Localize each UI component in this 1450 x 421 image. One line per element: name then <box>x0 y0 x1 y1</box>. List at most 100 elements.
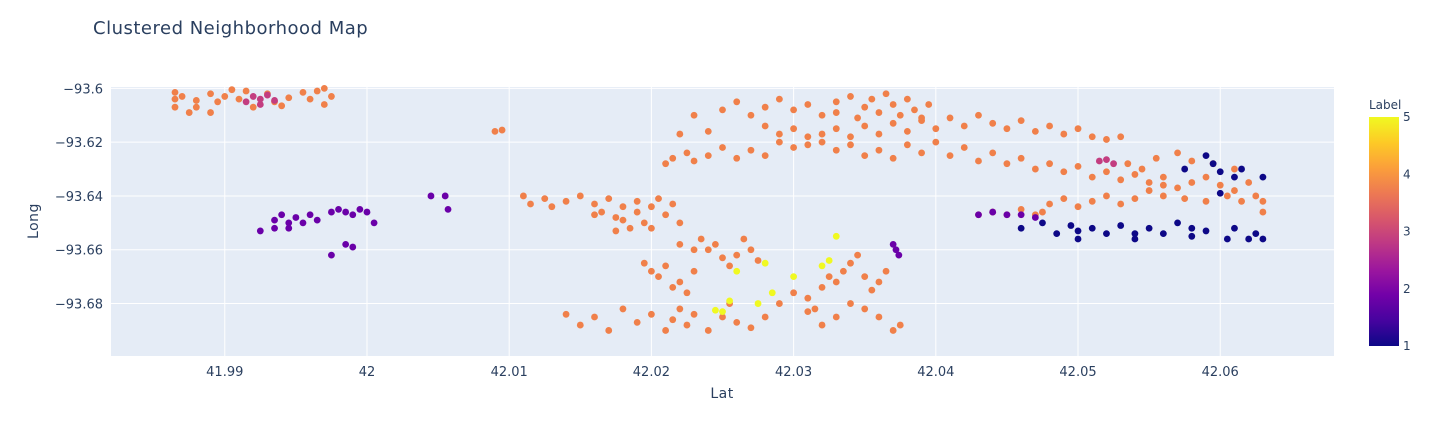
data-point-label-4 <box>647 224 655 232</box>
data-point-label-4 <box>207 109 214 116</box>
data-point-label-4 <box>655 273 662 281</box>
data-point-label-4 <box>733 251 741 259</box>
data-point-label-4 <box>192 97 200 104</box>
data-point-label-4 <box>676 130 684 138</box>
data-point-label-4 <box>1060 130 1068 138</box>
data-point-label-5 <box>754 300 762 307</box>
data-point-label-4 <box>1131 195 1139 203</box>
data-point-label-4 <box>790 125 798 133</box>
data-point-label-4 <box>754 257 762 264</box>
data-point-label-4 <box>747 111 755 119</box>
data-point-label-4 <box>1181 195 1189 203</box>
data-point-label-2 <box>271 224 278 232</box>
data-point-label-4 <box>1103 168 1110 176</box>
data-point-label-4 <box>1145 187 1153 194</box>
data-point-label-4 <box>1152 154 1160 162</box>
data-point-label-4 <box>612 227 620 235</box>
data-point-label-4 <box>647 310 655 318</box>
data-point-label-4 <box>548 203 556 211</box>
data-point-label-5 <box>825 257 833 264</box>
data-point-label-4 <box>1245 179 1253 186</box>
data-point-label-4 <box>1202 173 1210 181</box>
data-point-label-4 <box>171 95 179 103</box>
data-point-label-4 <box>1138 165 1146 173</box>
data-point-label-4 <box>918 114 925 122</box>
data-point-label-4 <box>1074 203 1082 211</box>
data-point-label-4 <box>832 313 840 321</box>
data-point-label-1 <box>1202 152 1210 159</box>
data-point-label-4 <box>647 203 655 211</box>
data-point-label-4 <box>662 327 670 334</box>
data-point-label-4 <box>1259 208 1267 216</box>
data-point-label-4 <box>683 149 691 157</box>
data-point-label-4 <box>775 130 783 138</box>
data-point-label-4 <box>761 313 769 321</box>
data-point-label-4 <box>541 195 549 203</box>
data-point-label-4 <box>875 278 883 286</box>
data-point-label-4 <box>576 192 584 200</box>
data-point-label-4 <box>605 195 613 203</box>
data-point-label-4 <box>647 267 655 275</box>
data-point-label-5 <box>711 306 719 314</box>
data-point-label-4 <box>960 122 968 130</box>
data-point-label-4 <box>896 111 904 119</box>
y-tick-label: −93.64 <box>55 190 103 205</box>
data-point-label-1 <box>1088 224 1096 232</box>
data-point-label-4 <box>669 200 677 208</box>
data-point-label-4 <box>868 286 876 294</box>
data-point-label-2 <box>335 205 342 213</box>
data-point-label-4 <box>719 254 726 262</box>
data-point-label-4 <box>711 240 719 248</box>
data-point-label-4 <box>847 93 854 100</box>
data-point-label-1 <box>1117 222 1125 229</box>
data-point-label-4 <box>832 278 840 286</box>
data-point-label-4 <box>690 246 698 254</box>
data-point-label-4 <box>1074 162 1082 170</box>
data-point-label-4 <box>918 149 925 157</box>
colorbar-title: Label <box>1369 98 1401 112</box>
data-point-label-4 <box>960 144 968 151</box>
data-point-label-2 <box>1031 214 1039 221</box>
data-point-label-4 <box>1088 197 1096 205</box>
data-point-label-4 <box>249 103 257 111</box>
data-point-label-2 <box>328 251 335 259</box>
data-point-label-4 <box>911 106 918 114</box>
x-axis-title: Lat <box>710 386 733 402</box>
data-point-label-4 <box>1231 165 1238 173</box>
data-point-label-4 <box>811 305 819 313</box>
data-point-label-4 <box>761 103 769 111</box>
data-point-label-4 <box>1252 192 1260 200</box>
data-point-label-4 <box>903 127 911 135</box>
colorbar-tick-label: 5 <box>1403 110 1411 124</box>
data-point-label-5 <box>726 297 734 305</box>
data-point-label-4 <box>185 109 193 116</box>
data-point-label-4 <box>1017 205 1025 213</box>
data-point-label-4 <box>818 111 826 119</box>
data-point-label-4 <box>854 114 861 122</box>
data-point-label-4 <box>1174 184 1181 192</box>
data-point-label-4 <box>1145 179 1153 186</box>
data-point-label-1 <box>1209 160 1217 168</box>
data-point-label-4 <box>498 126 506 134</box>
data-point-label-5 <box>768 289 776 297</box>
data-point-label-4 <box>818 138 826 146</box>
x-tick-label: 42.04 <box>917 365 954 380</box>
data-point-label-2 <box>342 208 350 216</box>
data-point-label-4 <box>690 111 698 119</box>
y-tick-label: −93.68 <box>55 298 103 313</box>
data-point-label-4 <box>875 146 883 154</box>
data-point-label-4 <box>875 109 883 116</box>
data-point-label-4 <box>669 284 677 291</box>
data-point-label-4 <box>1046 122 1053 130</box>
data-point-label-2 <box>889 240 897 248</box>
x-tick-label: 42.02 <box>633 365 670 380</box>
data-point-label-3 <box>256 101 264 108</box>
data-point-label-4 <box>704 127 712 135</box>
data-point-label-4 <box>285 94 293 102</box>
data-point-label-4 <box>747 246 755 254</box>
data-point-label-4 <box>882 267 890 275</box>
data-point-label-3 <box>264 91 271 99</box>
data-point-label-4 <box>1231 187 1238 194</box>
data-point-label-4 <box>804 308 812 316</box>
y-axis-title: Long <box>26 203 42 239</box>
